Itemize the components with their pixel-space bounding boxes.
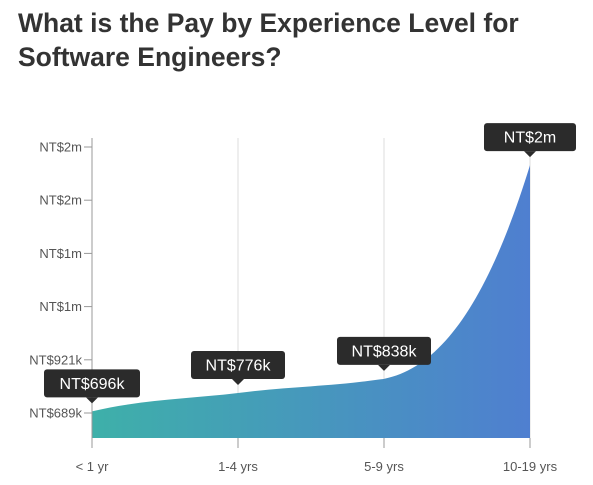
- data-label-pointer: [86, 397, 98, 404]
- x-tick-label: 10-19 yrs: [503, 459, 558, 474]
- data-label-box: [44, 369, 140, 398]
- y-tick-label: NT$1m: [39, 299, 82, 314]
- data-label-text: NT$776k: [206, 358, 272, 375]
- y-tick-label: NT$689k: [29, 406, 82, 421]
- y-tick-label: NT$2m: [39, 193, 82, 208]
- area-series: [92, 165, 530, 438]
- chart-title: What is the Pay by Experience Level for …: [18, 8, 519, 72]
- data-label-box: [484, 123, 576, 152]
- y-tick-label: NT$1m: [39, 246, 82, 261]
- data-label-text: NT$838k: [352, 343, 418, 360]
- x-tick-label: 1-4 yrs: [218, 459, 258, 474]
- data-label-3: NT$838k: [337, 336, 431, 371]
- data-label-layer: NT$696k NT$776k NT$838k NT$2m: [44, 123, 576, 404]
- x-tick-label: 5-9 yrs: [364, 459, 404, 474]
- data-label-pointer: [378, 364, 390, 371]
- data-label-2: NT$776k: [191, 351, 285, 386]
- data-label-1: NT$696k: [44, 369, 140, 404]
- data-label-box: [191, 351, 285, 380]
- axis-layer: NT$689k NT$921k NT$1m NT$1m NT$2m NT$2m < 1 yr…: [29, 138, 558, 474]
- data-label-text: NT$696k: [60, 376, 126, 393]
- data-label-4: NT$2m: [484, 123, 576, 158]
- y-tick-label: NT$2m: [39, 140, 82, 155]
- x-tick-label: < 1 yr: [76, 459, 110, 474]
- data-label-pointer: [232, 379, 244, 386]
- data-label-pointer: [524, 151, 536, 158]
- data-label-box: [337, 336, 431, 365]
- data-label-text: NT$2m: [504, 130, 556, 147]
- area-layer: [92, 165, 530, 438]
- y-tick-label: NT$921k: [29, 352, 82, 367]
